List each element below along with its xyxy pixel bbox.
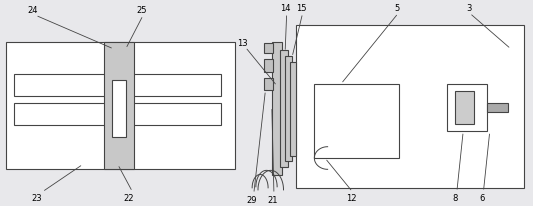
- Text: 12: 12: [346, 193, 357, 202]
- Text: 5: 5: [394, 4, 399, 13]
- Text: 23: 23: [31, 193, 42, 202]
- Bar: [112, 81, 126, 138]
- Bar: [6, 43, 235, 170]
- Bar: [14, 103, 221, 125]
- Text: 24: 24: [27, 6, 38, 15]
- Bar: [272, 43, 282, 176]
- Bar: [264, 60, 273, 72]
- Bar: [264, 78, 273, 91]
- Text: 14: 14: [280, 4, 290, 13]
- Text: 8: 8: [453, 193, 458, 202]
- Text: 25: 25: [136, 6, 147, 15]
- Bar: [264, 44, 273, 54]
- Text: 21: 21: [268, 195, 278, 204]
- Text: 15: 15: [296, 4, 306, 13]
- Bar: [285, 57, 292, 161]
- Bar: [14, 74, 221, 97]
- Text: 6: 6: [480, 193, 485, 202]
- Text: 3: 3: [466, 4, 471, 13]
- Bar: [290, 63, 296, 156]
- Bar: [314, 85, 399, 158]
- Bar: [447, 85, 487, 132]
- Bar: [104, 43, 134, 170]
- Text: 22: 22: [123, 193, 134, 202]
- Text: 29: 29: [246, 195, 257, 204]
- Text: 13: 13: [237, 39, 248, 48]
- Bar: [296, 26, 524, 188]
- Bar: [455, 92, 474, 124]
- Bar: [487, 103, 508, 112]
- Bar: [280, 51, 288, 167]
